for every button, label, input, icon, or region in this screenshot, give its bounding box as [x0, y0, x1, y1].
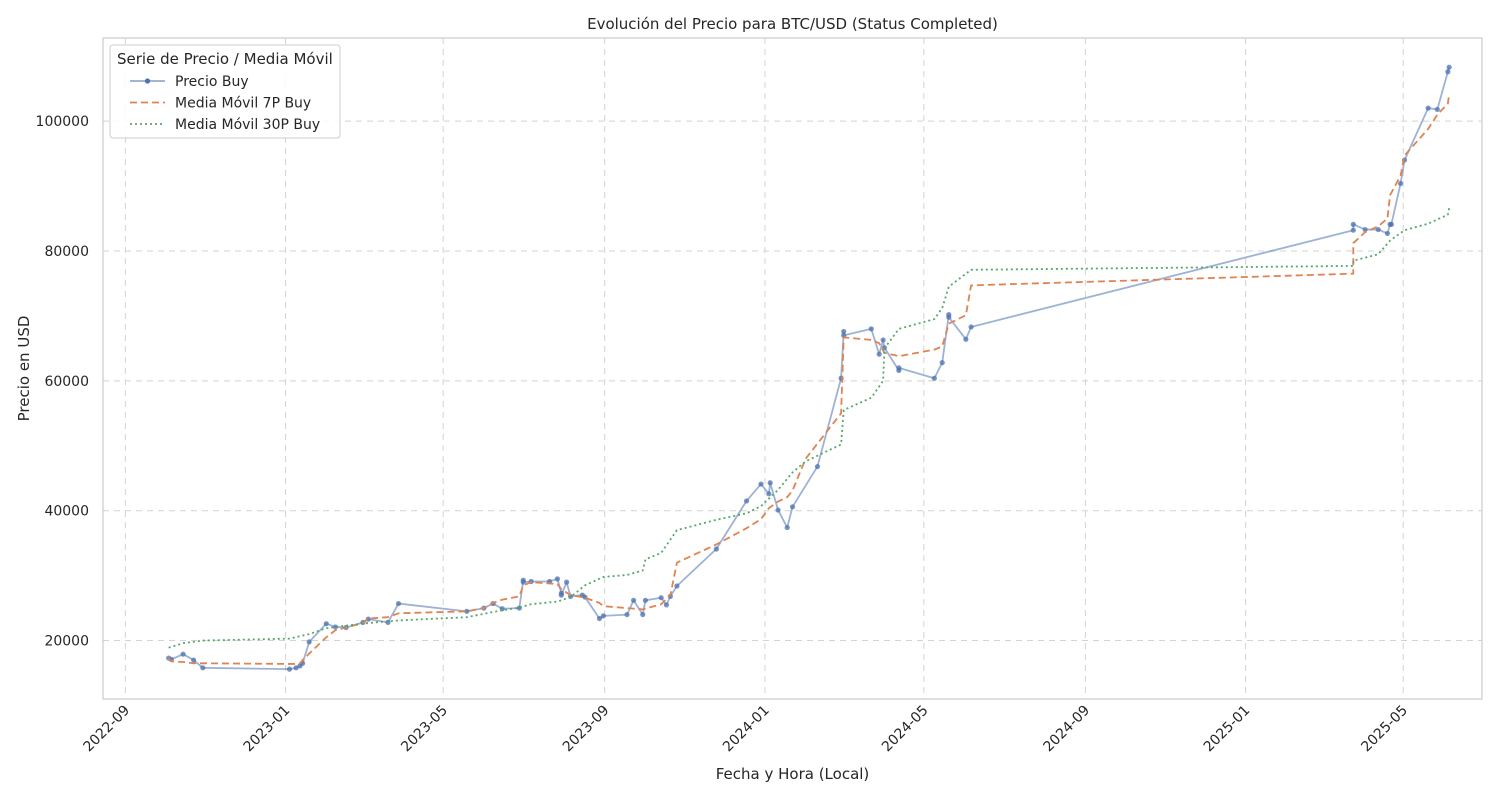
- data-point: [674, 583, 680, 589]
- data-point: [743, 498, 750, 504]
- legend-entry: Media Móvil 7P Buy: [130, 96, 311, 112]
- data-point: [896, 365, 902, 371]
- legend-entries: Precio Buy Media Móvil 7P Buy Media Móvil …: [130, 74, 320, 133]
- data-point: [640, 611, 646, 618]
- data-point: [939, 360, 945, 366]
- x-tick-label: 2025-05: [1358, 703, 1411, 756]
- data-point: [841, 328, 847, 335]
- data-point: [332, 624, 339, 630]
- data-point: [554, 576, 561, 582]
- data-point: [180, 651, 186, 657]
- data-point: [784, 524, 790, 531]
- x-axis-ticks: 2022-09 2023-01 2023-05 2023-09 2024-01 2024-…: [80, 703, 1411, 756]
- x-tick-label: 2024-09: [1041, 703, 1094, 756]
- x-tick-label: 2023-09: [560, 703, 613, 756]
- x-tick-label: 2025-01: [1201, 703, 1254, 756]
- data-point: [1425, 105, 1431, 111]
- legend-box: [109, 44, 341, 139]
- x-tick-label: 2024-01: [720, 703, 773, 756]
- data-point: [1375, 226, 1381, 233]
- legend-entry: Precio Buy: [130, 74, 249, 90]
- legend-title: Serie de Precio / Media Móvil: [117, 50, 333, 68]
- data-point: [880, 337, 886, 343]
- x-tick-label: 2022-09: [80, 703, 133, 756]
- y-axis-ticks: 20000 40000 60000 80000 100000: [36, 114, 89, 649]
- legend-marker: [144, 78, 151, 84]
- x-tick-label: 2023-05: [398, 703, 451, 756]
- series-line: [168, 66, 1451, 671]
- data-point: [596, 615, 603, 622]
- data-point: [1350, 227, 1356, 233]
- data-point: [642, 597, 649, 603]
- data-point: [876, 351, 882, 357]
- data-point: [520, 579, 526, 585]
- data-point: [713, 546, 719, 552]
- data-point: [1434, 106, 1440, 113]
- data-point: [946, 314, 952, 320]
- data-point: [968, 324, 974, 330]
- data-point: [814, 463, 821, 470]
- series-media-movil-30p: [168, 207, 1451, 649]
- data-point: [775, 507, 781, 513]
- data-point: [464, 608, 470, 614]
- data-point: [758, 481, 764, 487]
- data-point: [293, 665, 299, 671]
- data-point: [658, 595, 664, 601]
- legend-label: Media Móvil 30P Buy: [175, 117, 320, 133]
- y-tick-label: 60000: [44, 374, 89, 390]
- y-tick-label: 100000: [36, 114, 89, 130]
- grid: [103, 38, 1482, 699]
- data-point: [286, 666, 293, 672]
- data-point: [1384, 230, 1391, 237]
- y-axis-label: Precio en USD: [15, 316, 33, 422]
- data-point: [630, 597, 637, 603]
- series-media-movil-7p: [167, 93, 1451, 665]
- legend: Serie de Precio / Media Móvil Precio Buy…: [109, 44, 341, 139]
- x-tick-label: 2023-01: [241, 703, 294, 756]
- series-line: [167, 93, 1451, 665]
- data-point: [1446, 64, 1452, 70]
- data-point: [200, 665, 206, 671]
- data-point: [963, 336, 969, 342]
- y-tick-label: 20000: [44, 634, 89, 650]
- data-point: [1388, 221, 1394, 227]
- legend-label: Precio Buy: [175, 74, 249, 90]
- legend-entry: Media Móvil 30P Buy: [130, 117, 320, 133]
- chart-title: Evolución del Precio para BTC/USD (Statu…: [587, 15, 998, 33]
- data-point: [306, 639, 312, 645]
- plot-frame: [102, 37, 1483, 700]
- data-point: [1445, 69, 1451, 75]
- data-point: [667, 593, 673, 600]
- data-point: [323, 621, 329, 627]
- data-point: [558, 592, 564, 598]
- data-point: [766, 491, 772, 497]
- x-tick-label: 2024-05: [879, 703, 932, 756]
- data-point: [767, 480, 773, 486]
- data-point: [1350, 221, 1356, 227]
- data-point: [564, 579, 570, 585]
- data-point: [931, 375, 937, 381]
- data-point: [191, 657, 197, 663]
- series-line: [168, 207, 1451, 649]
- y-tick-label: 80000: [44, 244, 89, 260]
- legend-label: Media Móvil 7P Buy: [175, 96, 311, 112]
- data-point: [395, 600, 402, 607]
- data-point: [789, 504, 796, 510]
- data-point: [624, 611, 630, 618]
- plot-series: [166, 64, 1452, 672]
- data-point: [663, 602, 670, 608]
- data-point: [600, 613, 606, 619]
- y-tick-label: 40000: [44, 504, 89, 520]
- data-point: [1397, 180, 1404, 187]
- x-axis-label: Fecha y Hora (Local): [716, 765, 870, 783]
- data-point: [868, 326, 874, 332]
- series-precio-buy: [166, 64, 1452, 672]
